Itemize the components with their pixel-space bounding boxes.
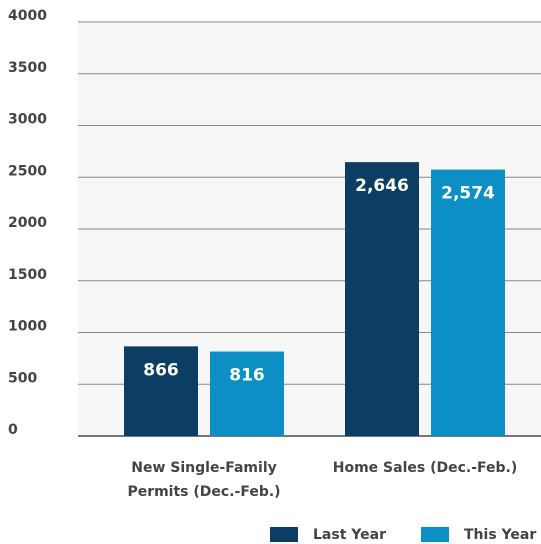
y-tick-label: 3000 — [8, 112, 47, 128]
legend-label: Last Year — [313, 527, 386, 543]
legend-label: This Year — [464, 527, 536, 543]
y-tick-label: 500 — [8, 370, 37, 386]
bar — [210, 351, 284, 436]
y-tick-label: 2500 — [8, 163, 47, 179]
legend-swatch — [270, 527, 298, 542]
bar — [431, 169, 505, 436]
x-tick-label: New Single-Family Permits (Dec.-Feb.) — [127, 460, 281, 500]
bar — [345, 162, 419, 436]
y-tick-label: 3500 — [8, 60, 47, 76]
y-tick-label: 4000 — [8, 8, 47, 24]
y-tick-label: 2000 — [8, 215, 47, 231]
y-tick-label: 1000 — [8, 319, 47, 335]
y-tick-label: 0 — [8, 422, 18, 438]
value-label: 2,646 — [355, 176, 409, 196]
x-tick-label: Home Sales (Dec.-Feb.) — [332, 460, 518, 476]
y-tick-label: 1500 — [8, 267, 47, 283]
value-label: 2,574 — [441, 184, 495, 204]
value-label: 816 — [229, 366, 265, 386]
bar — [124, 346, 198, 436]
value-label: 866 — [143, 360, 179, 380]
legend-swatch — [421, 527, 449, 542]
